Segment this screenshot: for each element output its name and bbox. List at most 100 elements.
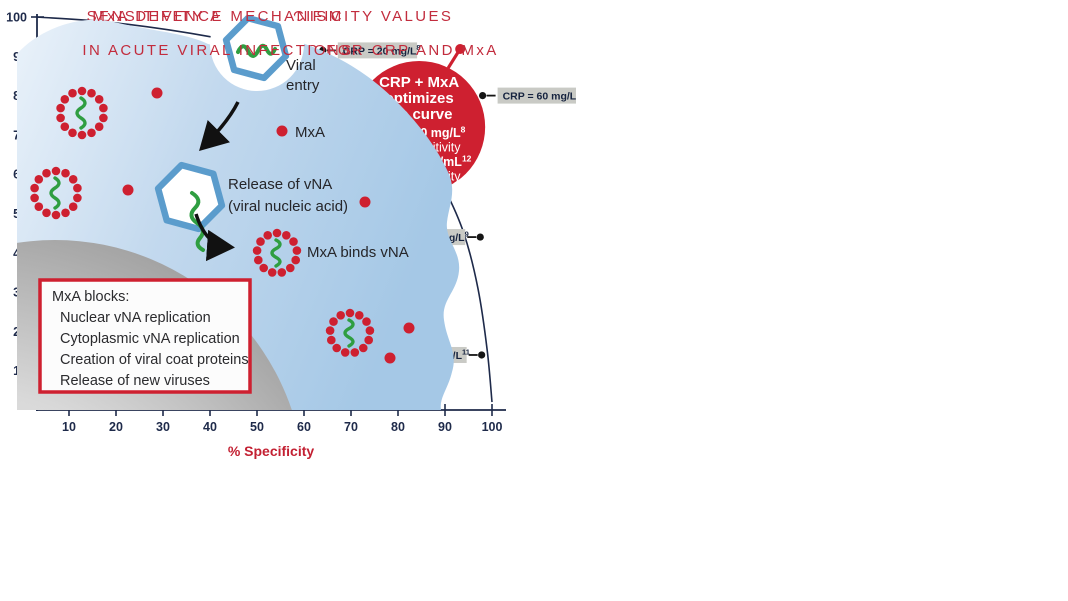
mxa-ring-dot bbox=[99, 113, 108, 123]
mxa-ring-dot bbox=[327, 335, 336, 345]
point-dot bbox=[479, 92, 487, 100]
release-arrow-icon bbox=[194, 213, 235, 262]
vna-squiggle-icon bbox=[75, 96, 87, 130]
mxa-ring-dot bbox=[289, 237, 298, 246]
mxa-ring-dot bbox=[329, 317, 338, 326]
mxa-vna-complex bbox=[325, 308, 375, 357]
mxa-ring-dot bbox=[68, 88, 77, 98]
vna-squiggle-icon bbox=[49, 176, 61, 210]
mxa-ring-dot bbox=[94, 95, 104, 104]
x-tick-label: 20 bbox=[109, 420, 123, 434]
mxa-ring-dot bbox=[51, 210, 61, 220]
mxa-ring-dot bbox=[60, 122, 70, 131]
mxa-vna-complex bbox=[56, 86, 108, 140]
mxa-ring-dot bbox=[359, 343, 368, 353]
x-tick-label: 100 bbox=[482, 420, 503, 434]
mxa-label: MxA bbox=[295, 124, 325, 141]
mxa-protein-dot bbox=[403, 322, 415, 334]
point-dot bbox=[476, 233, 484, 241]
mxa-protein-dot bbox=[384, 352, 396, 364]
x-tick-label: 60 bbox=[297, 420, 311, 434]
mxa-ring-dot bbox=[87, 128, 96, 138]
mxa-ring-dot bbox=[51, 166, 61, 176]
mxa-ring-dot bbox=[61, 208, 70, 218]
mxa-ring-dot bbox=[56, 103, 65, 113]
mxa-ring-dot bbox=[292, 246, 302, 255]
vna-squiggle-icon bbox=[270, 238, 282, 268]
x-tick-label: 70 bbox=[344, 420, 358, 434]
mxa-blocks-border bbox=[38, 278, 252, 394]
mxa-ring-dot bbox=[68, 128, 77, 138]
callout-pin-head bbox=[455, 44, 466, 55]
cell-diagram-figure: MxA Viral entry Release of vNA (viral nu… bbox=[0, 0, 468, 430]
mxa-ring-dot bbox=[259, 263, 269, 273]
mxa-ring-dot bbox=[68, 202, 78, 211]
point-label-box bbox=[337, 42, 418, 59]
mxa-ring-dot bbox=[256, 237, 265, 246]
mxa-vna-complex bbox=[252, 228, 302, 277]
vna-squiggle-icon bbox=[236, 43, 277, 58]
viral-entry-label-line2: entry bbox=[286, 77, 320, 94]
x-tick-label: 90 bbox=[438, 420, 452, 434]
mxa-ring-dot bbox=[73, 193, 82, 203]
mxa-ring-dot bbox=[272, 228, 282, 238]
mxa-blocks-item: Creation of viral coat proteins bbox=[60, 352, 249, 368]
mxa-ring-dot bbox=[325, 326, 335, 335]
virus-capsid-icon bbox=[222, 14, 290, 82]
mxa-ring-dot bbox=[291, 255, 301, 265]
release-label-line2: (viral nucleic acid) bbox=[228, 198, 348, 215]
mxa-ring-dot bbox=[364, 335, 374, 345]
mxa-ring-dot bbox=[34, 202, 44, 211]
mxa-ring-dot bbox=[87, 88, 96, 98]
roc-point: CRP = 60 mg/L13 bbox=[479, 87, 585, 104]
cell-diagram-svg: MxA Viral entry Release of vNA (viral nu… bbox=[17, 0, 460, 411]
point-reference-superscript: 8 bbox=[416, 43, 420, 52]
point-label-text: CRP = 60 mg/L bbox=[503, 91, 576, 103]
point-label-box bbox=[497, 87, 581, 104]
mxa-ring-dot bbox=[345, 308, 355, 318]
callout-title-line: optimizes bbox=[385, 90, 454, 107]
mxa-ring-dot bbox=[355, 311, 364, 320]
mxa-ring-dot bbox=[56, 113, 65, 123]
x-axis-title: % Specificity bbox=[228, 443, 315, 459]
mxa-ring-dot bbox=[34, 175, 44, 184]
mxa-protein-dot bbox=[359, 196, 371, 208]
mxa-ring-dot bbox=[362, 317, 371, 326]
mxa-ring-dot bbox=[77, 130, 87, 140]
mxa-ring-dot bbox=[277, 268, 287, 277]
mxa-ring-dot bbox=[30, 193, 39, 203]
callout-title-line: CRP + MxA bbox=[379, 74, 459, 91]
callout-reference-superscript: 12 bbox=[462, 154, 472, 164]
point-label: CRP = 20 mg/L8 bbox=[343, 43, 421, 58]
mxa-ring-dot bbox=[263, 231, 273, 240]
point-label: CRP = 60 mg/L13 bbox=[503, 88, 576, 103]
mxa-ring-dot bbox=[61, 168, 70, 178]
mxa-blocks-item: Release of new viruses bbox=[60, 373, 210, 389]
right-caption-line1: MxA DEFENCE MECHANISM bbox=[92, 8, 344, 25]
mxa-ring-dot bbox=[365, 326, 375, 335]
mxa-ring-dot bbox=[286, 263, 295, 273]
x-tick-label: 80 bbox=[391, 420, 405, 434]
mxa-blocks-title: MxA blocks: bbox=[52, 289, 129, 305]
vna-release-squiggle-icon bbox=[189, 191, 205, 252]
virus-capsid-icon bbox=[154, 161, 226, 233]
roc-point: CRP = 20 mg/L8 bbox=[319, 42, 421, 59]
mxa-blocks-box: MxA blocks: Nuclear vNA replication Cyto… bbox=[38, 278, 252, 394]
right-figure-caption: MxA DEFENCE MECHANISM IN ACUTE VIRAL INF… bbox=[0, 0, 436, 68]
mxa-protein-dot bbox=[122, 184, 134, 196]
x-tick-label: 40 bbox=[203, 420, 217, 434]
mxa-protein-dot bbox=[276, 125, 288, 137]
mxa-ring-dot bbox=[42, 168, 51, 178]
point-label-text: CRP = 20 mg/L bbox=[343, 45, 417, 57]
vna-squiggle-icon bbox=[343, 318, 355, 348]
y-tick-label: 100 bbox=[6, 11, 27, 25]
right-caption-line2: IN ACUTE VIRAL INFECTIONS bbox=[82, 42, 354, 59]
point-reference-superscript: 9 bbox=[465, 230, 469, 239]
mxa-ring-dot bbox=[282, 231, 291, 240]
virus-particle-entry bbox=[222, 14, 290, 82]
entry-arrow-icon bbox=[199, 101, 240, 151]
point-dot bbox=[478, 351, 486, 359]
point-reference-superscript: 11 bbox=[462, 347, 470, 356]
callout-reference-superscript: 8 bbox=[461, 125, 466, 135]
mxa-ring-dot bbox=[30, 183, 39, 193]
